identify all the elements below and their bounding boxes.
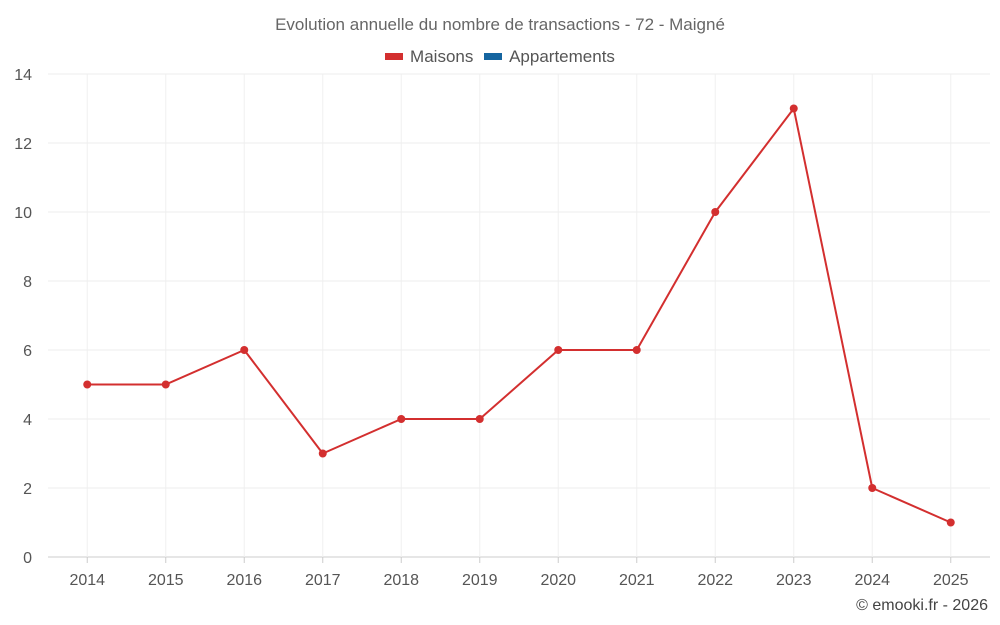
data-point[interactable]	[397, 415, 406, 423]
data-point[interactable]	[240, 346, 249, 354]
y-tick-label: 10	[14, 205, 32, 222]
legend-swatch-maisons	[385, 53, 404, 60]
data-point[interactable]	[318, 449, 327, 458]
data-point[interactable]	[475, 415, 484, 423]
x-tick-label: 2021	[619, 572, 655, 589]
x-tick-label: 2017	[305, 572, 341, 589]
legend-label-maisons: Maisons	[410, 46, 474, 66]
data-point[interactable]	[946, 518, 955, 527]
legend: Maisons Appartements	[0, 45, 1000, 67]
y-tick-label: 14	[14, 67, 32, 84]
x-tick-label: 2022	[697, 572, 733, 589]
data-point[interactable]	[711, 208, 720, 216]
data-point[interactable]	[868, 484, 877, 492]
series-line-maisons	[87, 107, 952, 524]
legend-label-appartements: Appartements	[509, 46, 615, 66]
x-tick-label: 2018	[383, 572, 419, 589]
y-tick-label: 12	[14, 136, 32, 153]
data-point[interactable]	[789, 104, 798, 113]
data-point[interactable]	[83, 380, 92, 389]
chart-title: Evolution annuelle du nombre de transact…	[275, 15, 725, 34]
legend-swatch-appartements	[484, 53, 503, 60]
x-tick-label: 2019	[462, 572, 498, 589]
x-tick-label: 2025	[933, 572, 969, 589]
y-tick-label: 2	[23, 481, 32, 498]
data-point[interactable]	[161, 380, 170, 389]
data-point[interactable]	[554, 346, 563, 354]
data-point[interactable]	[632, 346, 641, 354]
x-tick-label: 2024	[854, 572, 890, 589]
x-tick-label: 2014	[69, 572, 105, 589]
x-tick-label: 2020	[540, 572, 576, 589]
legend-item-maisons[interactable]: Maisons	[385, 47, 473, 67]
x-tick-label: 2015	[148, 572, 184, 589]
copyright-credit: © emooki.fr - 2026	[856, 597, 988, 614]
y-tick-label: 0	[23, 550, 32, 567]
y-tick-label: 4	[23, 412, 32, 429]
legend-item-appartements[interactable]: Appartements	[484, 47, 615, 67]
y-tick-label: 6	[23, 343, 32, 360]
x-tick-label: 2016	[226, 572, 262, 589]
x-tick-label: 2023	[776, 572, 812, 589]
y-tick-label: 8	[23, 274, 32, 291]
